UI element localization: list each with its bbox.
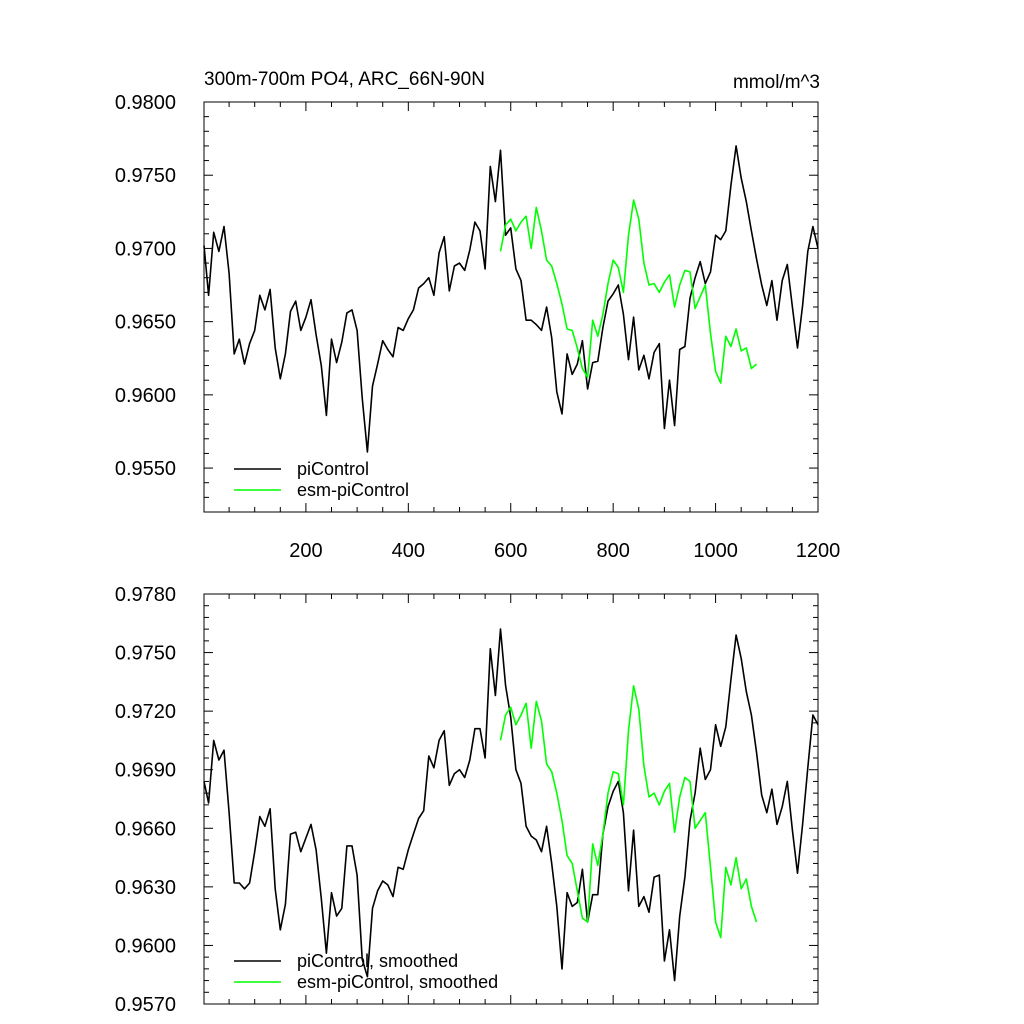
top-x-tick-label: 400 (392, 540, 425, 562)
bottom-legend: piControl, smoothed esm-piControl, smoot… (234, 951, 498, 992)
bottom-ticks (204, 593, 819, 1005)
legend-label-esm-picontrol: esm-piControl (297, 480, 409, 500)
legend-label-picontrol-smoothed: piControl, smoothed (297, 951, 458, 971)
top-y-tick-label: 0.9750 (115, 165, 176, 187)
top-series-line-esm-picontrol (499, 199, 758, 384)
top-series (203, 145, 819, 453)
top-x-tick-label: 1200 (796, 540, 841, 562)
bottom-series-line-esm-picontrol (499, 684, 758, 939)
top-x-tick-labels: 200 400 600 800 1000 1200 (289, 540, 840, 562)
top-y-tick-label: 0.9550 (115, 458, 176, 480)
bottom-panel: 0.9570 0.9600 0.9630 0.9660 0.9690 0.9720 0.97… (115, 584, 819, 1016)
top-panel: 0.9550 0.9600 0.9650 0.9700 0.9750 0.9800 200… (115, 69, 840, 562)
top-series-line-picontrol (203, 145, 819, 453)
bottom-y-tick-label: 0.9720 (115, 701, 176, 723)
bottom-y-tick-label: 0.9660 (115, 818, 176, 840)
top-x-tick-label: 800 (596, 540, 629, 562)
bottom-y-tick-label: 0.9630 (115, 877, 176, 899)
units-label: mmol/m^3 (733, 72, 820, 93)
bottom-y-tick-label: 0.9780 (115, 584, 176, 606)
top-x-tick-label: 600 (494, 540, 527, 562)
top-x-tick-label: 200 (289, 540, 322, 562)
top-y-tick-label: 0.9800 (115, 92, 176, 114)
bottom-y-tick-label: 0.9570 (115, 994, 176, 1016)
top-y-tick-labels: 0.9550 0.9600 0.9650 0.9700 0.9750 0.9800 (115, 92, 176, 480)
top-legend: piControl esm-piControl (234, 459, 409, 500)
bottom-plot-frame (203, 593, 819, 1005)
bottom-series-line-picontrol (203, 628, 819, 982)
bottom-y-tick-label: 0.9750 (115, 643, 176, 665)
top-y-tick-label: 0.9700 (115, 238, 176, 260)
top-y-tick-label: 0.9650 (115, 312, 176, 334)
top-x-tick-label: 1000 (693, 540, 738, 562)
legend-label-picontrol: piControl (297, 459, 369, 479)
top-y-tick-label: 0.9600 (115, 385, 176, 407)
chart-title: 300m-700m PO4, ARC_66N-90N (204, 69, 485, 90)
bottom-series (203, 628, 819, 982)
legend-label-esm-picontrol-smoothed: esm-piControl, smoothed (297, 972, 498, 992)
bottom-y-tick-label: 0.9600 (115, 935, 176, 957)
bottom-y-tick-labels: 0.9570 0.9600 0.9630 0.9660 0.9690 0.9720 0.97… (115, 584, 176, 1016)
bottom-y-tick-label: 0.9690 (115, 760, 176, 782)
